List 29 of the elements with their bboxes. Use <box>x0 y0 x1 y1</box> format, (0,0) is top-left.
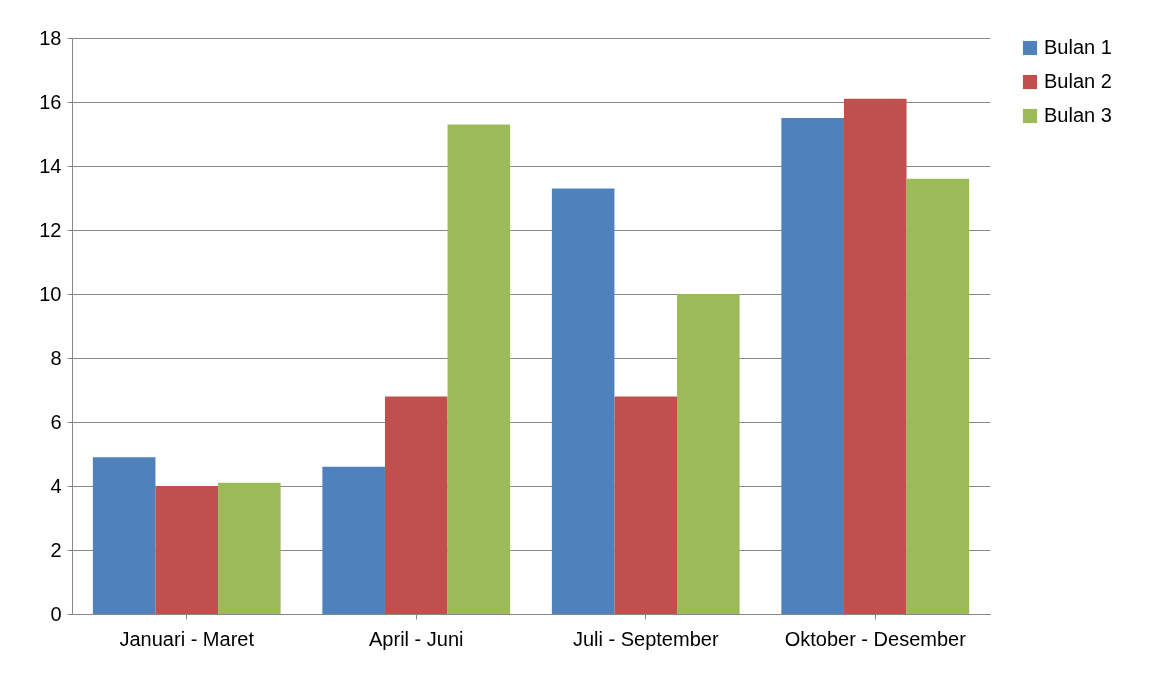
bar <box>322 466 385 614</box>
y-tick-label: 12 <box>39 218 62 241</box>
x-tick-label: Juli - September <box>572 627 719 650</box>
x-tick-label: Januari - Maret <box>119 627 255 650</box>
bar <box>551 188 615 614</box>
y-tick-label: 16 <box>39 90 62 113</box>
bar <box>781 118 844 614</box>
y-tick-label: 0 <box>50 602 62 625</box>
legend-label: Bulan 1 <box>1044 36 1112 58</box>
x-tick-label: April - Juni <box>369 627 464 650</box>
bar <box>843 98 907 614</box>
legend-label: Bulan 3 <box>1044 104 1112 126</box>
bar <box>614 396 678 614</box>
y-tick-label: 2 <box>50 538 62 561</box>
y-tick-label: 10 <box>39 282 62 305</box>
y-tick-label: 4 <box>50 474 62 497</box>
bar <box>906 178 970 614</box>
y-tick-label: 8 <box>50 346 62 369</box>
y-tick-label: 6 <box>50 410 62 433</box>
y-tick-label: 14 <box>39 154 62 177</box>
bar <box>92 457 156 614</box>
bar <box>384 396 448 614</box>
y-tick-label: 18 <box>39 26 62 49</box>
bar <box>155 486 219 614</box>
x-tick-label: Oktober - Desember <box>784 627 967 650</box>
bar <box>218 482 281 614</box>
legend-label: Bulan 2 <box>1044 70 1112 92</box>
bar <box>677 294 740 614</box>
bar <box>447 124 511 614</box>
